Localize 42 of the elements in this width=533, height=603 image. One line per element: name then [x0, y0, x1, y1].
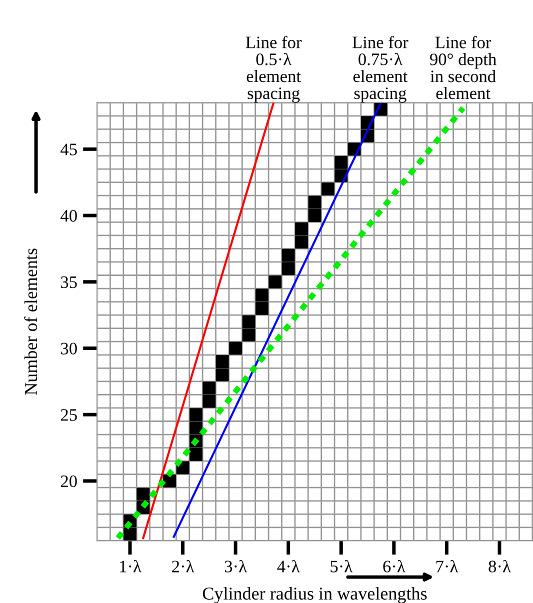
point — [190, 408, 202, 422]
point — [202, 382, 216, 395]
point — [229, 342, 242, 355]
y-axis-title: Number of elements — [24, 248, 38, 395]
point — [216, 355, 229, 368]
point — [242, 328, 256, 342]
point — [308, 209, 322, 222]
x-tick-label: 7·λ — [436, 560, 458, 572]
x-tick-label: 4·λ — [277, 560, 300, 572]
point — [255, 288, 268, 302]
point — [282, 262, 295, 276]
x-tick-label: 6·λ — [383, 560, 406, 572]
x-tick-label: 5·λ — [330, 560, 352, 572]
point — [190, 421, 202, 434]
y-tick-label: 25 — [60, 409, 77, 421]
y-tick-label: 40 — [60, 210, 77, 222]
point — [282, 248, 295, 262]
y-tick-label: 20 — [60, 475, 77, 488]
point — [334, 156, 348, 169]
point — [295, 222, 308, 236]
y-tick-label: 45 — [60, 144, 77, 156]
x-tick-label: 3·λ — [224, 560, 247, 572]
point — [255, 302, 268, 315]
x-tick-label: 1·λ — [120, 560, 142, 572]
point — [268, 275, 282, 288]
series-label: Line for 0.5·λ element spacing — [246, 36, 302, 103]
point — [308, 196, 322, 209]
point — [295, 236, 308, 249]
x-tick-label: 8·λ — [488, 560, 511, 572]
point — [202, 394, 216, 408]
x-tick-label: 2·λ — [172, 560, 194, 572]
point — [242, 315, 256, 328]
x-axis-title: Cylinder radius in wavelengths — [202, 587, 427, 603]
point — [216, 368, 229, 382]
point — [136, 488, 150, 501]
y-tick-label: 30 — [61, 342, 77, 354]
point — [124, 528, 136, 541]
y-tick-label: 35 — [61, 276, 77, 288]
series-label: Line for 90° depth in second element — [430, 36, 496, 100]
series-label: Line for 0.75·λ element spacing — [352, 36, 408, 103]
point — [190, 448, 202, 461]
point — [321, 182, 334, 196]
